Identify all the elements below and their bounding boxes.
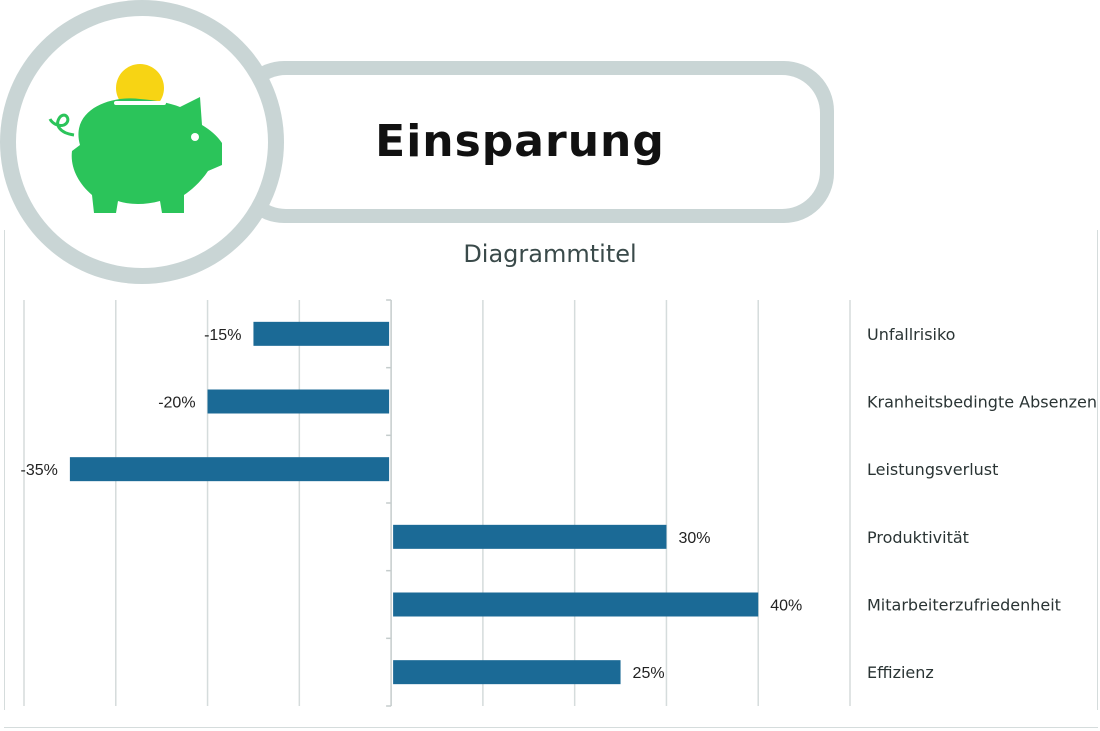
bar-5 [393, 660, 621, 685]
data-label-0: -15% [204, 327, 241, 344]
category-label-2: Leistungsverlust [867, 460, 998, 479]
piggy-eye [191, 133, 199, 141]
piggy-body [71, 97, 222, 213]
category-label-4: Mitarbeiterzufriedenheit [867, 596, 1061, 615]
data-label-4: 40% [770, 598, 802, 615]
page-title: Einsparung [375, 116, 665, 167]
bar-4 [393, 592, 759, 617]
data-label-1: -20% [158, 395, 195, 412]
chart-frame-right [1097, 230, 1098, 710]
chart-frame-bottom [4, 727, 1098, 728]
bar-2 [69, 457, 390, 482]
title-banner-inner [248, 75, 820, 209]
data-label-5: 25% [633, 665, 665, 682]
chart-title: Diagrammtitel [463, 240, 637, 268]
title-banner [234, 61, 834, 223]
category-label-0: Unfallrisiko [867, 325, 955, 344]
data-label-2: -35% [21, 462, 58, 479]
category-label-1: Kranheitsbedingte Absenzen [867, 393, 1097, 412]
coin-slot [114, 101, 166, 105]
piggy-tail [48, 113, 75, 137]
bar-1 [207, 389, 390, 414]
category-label-5: Effizienz [867, 663, 934, 682]
piggy-bank-icon [48, 64, 222, 213]
bar-3 [393, 524, 667, 549]
chart-frame-left [4, 230, 5, 710]
bar-0 [253, 321, 390, 346]
data-label-3: 30% [678, 530, 710, 547]
category-label-3: Produktivität [867, 528, 969, 547]
